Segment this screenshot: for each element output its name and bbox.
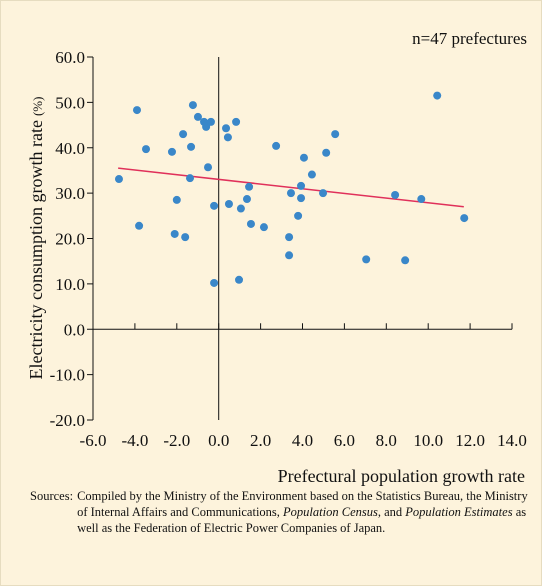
y-tick-label: 40.0 [55,139,85,158]
point [362,255,371,264]
x-tick-label: 2.0 [250,431,271,450]
point [285,233,294,242]
point [322,148,331,157]
point [246,219,255,228]
point [170,229,179,238]
y-axis-label-text: Electricity consumption growth rate [26,120,46,379]
x-tick-label: 6.0 [334,431,355,450]
source-part: Compiled by the Ministry of the Environm… [77,489,528,519]
x-tick-label: -4.0 [121,431,148,450]
y-tick-label: 30.0 [55,184,85,203]
point [294,211,303,220]
point [297,194,306,203]
point [460,214,469,223]
point [135,221,144,230]
x-tick-label: 0.0 [208,431,229,450]
point [299,153,308,162]
source-part: Population Estimates [405,505,513,519]
source-part: Population Census [283,505,378,519]
chart-title: n=47 prefectures [412,29,527,48]
x-tick-label: 14.0 [497,431,527,450]
point [132,106,141,115]
point [307,170,316,179]
point [232,117,241,126]
y-axis-label: Electricity consumption growth rate (%) [26,97,46,380]
x-tick-label: 8.0 [376,431,397,450]
y-tick-label: 0.0 [64,320,85,339]
point [202,122,211,131]
x-tick-label: -2.0 [163,431,190,450]
point [417,195,426,204]
point [210,278,219,287]
point [272,141,281,150]
x-tick-label: 4.0 [292,431,313,450]
source-text: Compiled by the Ministry of the Environm… [77,488,530,536]
point [193,112,202,121]
y-tick-label: 10.0 [55,275,85,294]
point [331,130,340,139]
point [142,145,151,154]
point [188,101,197,110]
point [242,195,251,204]
point [433,91,442,100]
point [286,189,295,198]
point [285,251,294,260]
point [172,195,181,204]
point [206,117,215,126]
x-tick-label: -6.0 [80,431,107,450]
point [245,182,254,191]
point [210,201,219,210]
y-tick-label: 50.0 [55,93,85,112]
trend-line [118,167,464,208]
point [167,147,176,156]
point [222,124,231,133]
point [297,181,306,190]
source-note: Sources: Compiled by the Ministry of the… [30,488,530,536]
point [204,163,213,172]
point [259,223,268,232]
point [223,133,232,142]
y-tick-label: -20.0 [50,411,85,430]
point [185,174,194,183]
point [319,189,328,198]
point [391,190,400,199]
point [224,200,233,209]
x-tick-label: 10.0 [413,431,443,450]
point [187,142,196,151]
x-tick-label: 12.0 [455,431,485,450]
y-axis-unit: (%) [30,97,45,117]
source-part: , and [377,505,406,519]
y-tick-label: 20.0 [55,230,85,249]
point [235,275,244,284]
x-axis-label: Prefectural population growth rate [278,466,525,486]
point [114,175,123,184]
point [179,130,188,139]
y-tick-label: 60.0 [55,48,85,67]
source-label: Sources: [30,489,74,503]
point [236,204,245,213]
y-tick-label: -10.0 [50,366,85,385]
source-part: as well as the Federation of Electric Po… [77,505,527,535]
point [181,233,190,242]
point [401,256,410,265]
